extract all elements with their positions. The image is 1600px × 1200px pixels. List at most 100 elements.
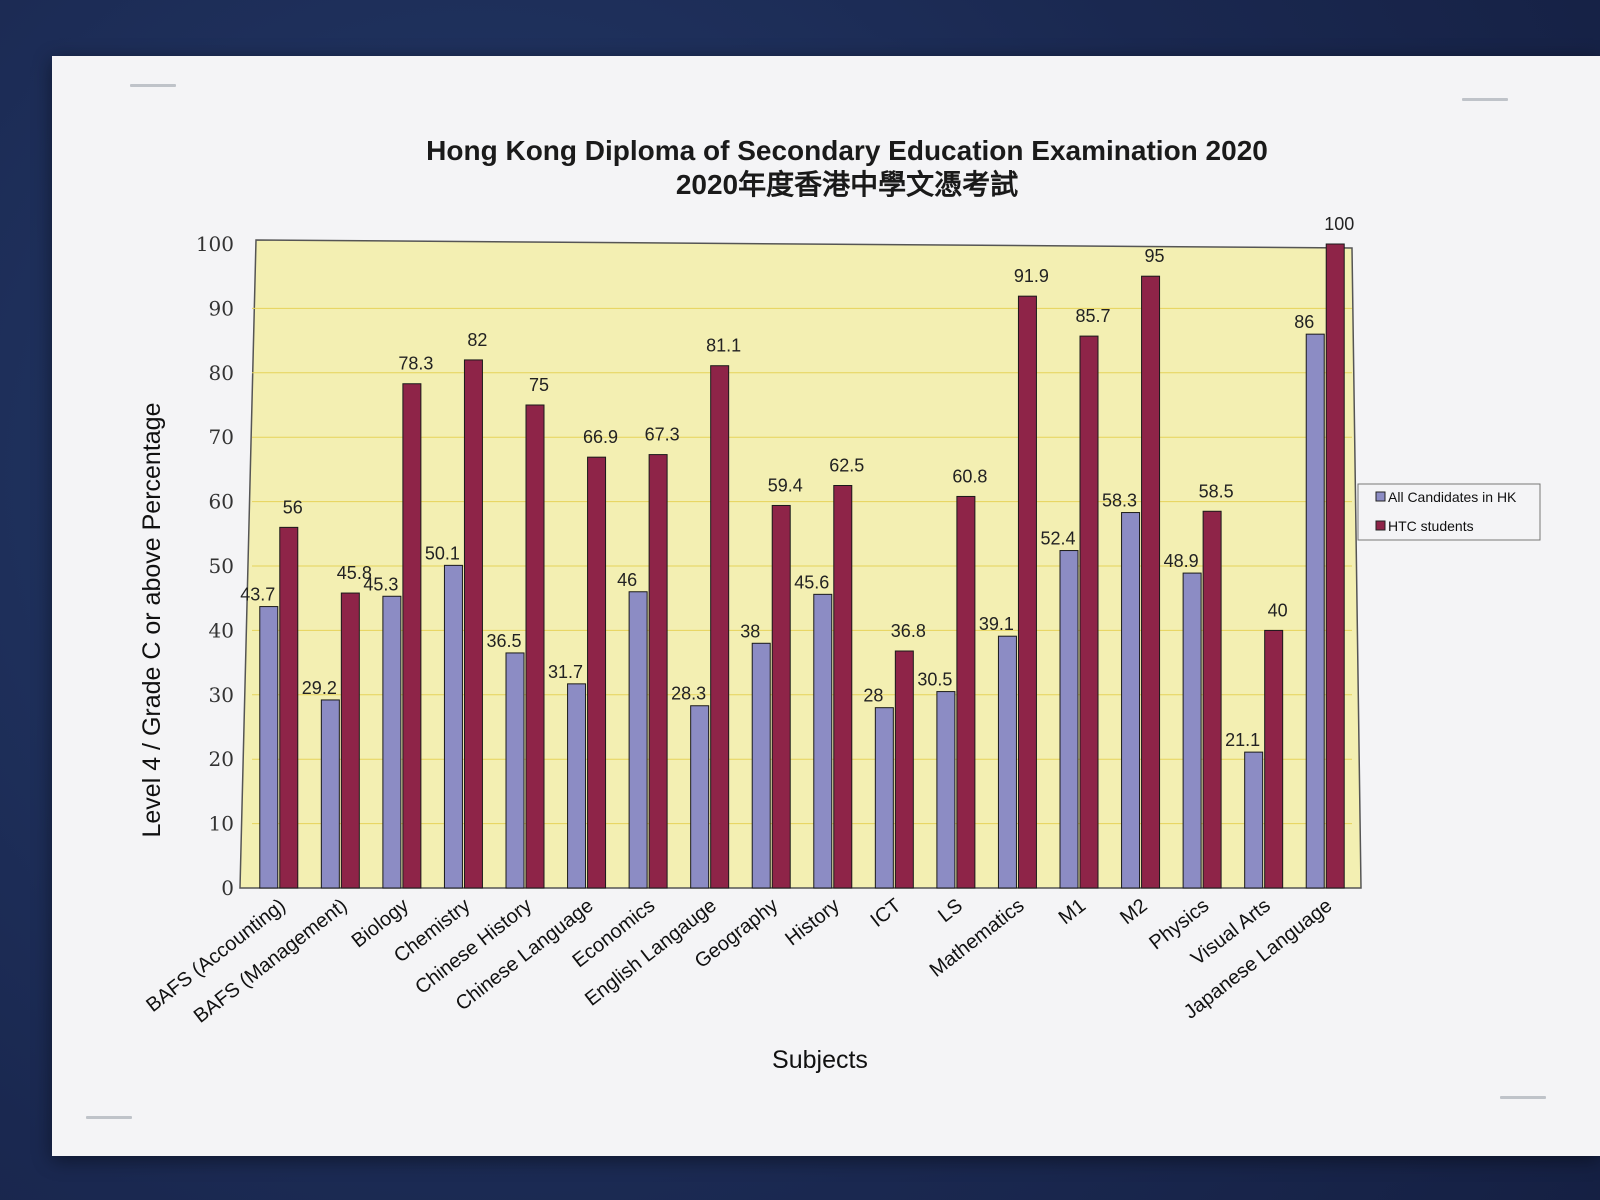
data-label-htc-students-biology: 78.3 [398, 354, 433, 374]
legend-swatch-all-candidates [1375, 491, 1386, 502]
y-tick-label: 40 [209, 618, 234, 642]
x-axis-categories: BAFS (Accounting)BAFS (Management)Biolog… [142, 895, 1336, 1028]
bar-htc-students-ict [894, 650, 914, 889]
bar-all-candidates-in-hk-geography [751, 642, 771, 889]
y-tick-label: 60 [209, 490, 234, 514]
data-label-all-candidates-in-hk-visual-arts: 21.1 [1225, 730, 1260, 750]
data-label-all-candidates-in-hk-japanese-language: 86 [1294, 312, 1314, 332]
y-tick-label: 90 [209, 296, 234, 320]
data-label-all-candidates-in-hk-mathematics: 39.1 [979, 614, 1014, 634]
bar-htc-students-geography [771, 504, 791, 889]
data-label-htc-students-english-langauge: 81.1 [706, 336, 741, 356]
x-category-label-history: History [781, 895, 844, 951]
bar-all-candidates-in-hk-m2 [1121, 512, 1141, 889]
bar-htc-students-bafs-accounting [279, 526, 299, 889]
bar-all-candidates-in-hk-m1 [1059, 550, 1079, 889]
data-label-htc-students-ict: 36.8 [891, 621, 926, 641]
data-label-all-candidates-in-hk-geography: 38 [740, 621, 760, 641]
data-label-all-candidates-in-hk-bafs-management: 29.2 [302, 678, 337, 698]
data-label-all-candidates-in-hk-m2: 58.3 [1102, 491, 1137, 511]
bar-htc-students-chinese-history [525, 404, 545, 889]
y-tick-label: 100 [196, 232, 234, 256]
x-category-label-ls: LS [934, 895, 967, 927]
bar-all-candidates-in-hk-ls [936, 691, 956, 889]
legend-label-all-candidates: All Candidates in HK [1388, 489, 1517, 505]
bar-htc-students-visual-arts [1264, 629, 1284, 889]
data-label-all-candidates-in-hk-biology: 45.3 [363, 574, 398, 594]
bar-all-candidates-in-hk-japanese-language [1305, 333, 1325, 889]
x-category-label-m2: M2 [1116, 895, 1151, 929]
bar-all-candidates-in-hk-english-langauge [690, 705, 710, 889]
bar-all-candidates-in-hk-ict [874, 707, 894, 889]
bar-htc-students-japanese-language [1325, 243, 1345, 889]
legend-label-htc-students: HTC students [1388, 518, 1474, 534]
data-label-all-candidates-in-hk-economics: 46 [617, 570, 637, 590]
data-label-all-candidates-in-hk-physics: 48.9 [1164, 551, 1199, 571]
bar-htc-students-biology [402, 383, 422, 889]
bar-htc-students-chinese-language [587, 456, 607, 889]
data-label-all-candidates-in-hk-chinese-language: 31.7 [548, 662, 583, 682]
data-label-all-candidates-in-hk-m1: 52.4 [1040, 529, 1075, 549]
data-label-htc-students-japanese-language: 100 [1324, 214, 1354, 234]
bar-htc-students-m2 [1141, 275, 1161, 889]
data-label-htc-students-history: 62.5 [829, 456, 864, 476]
data-label-htc-students-bafs-accounting: 56 [283, 497, 303, 517]
y-tick-label: 0 [221, 876, 234, 900]
data-label-htc-students-chinese-history: 75 [529, 375, 549, 395]
bar-htc-students-chemistry [463, 359, 483, 889]
bar-all-candidates-in-hk-history [813, 593, 833, 889]
bar-all-candidates-in-hk-mathematics [997, 635, 1017, 889]
data-label-htc-students-m1: 85.7 [1075, 306, 1110, 326]
x-axis-title: Subjects [772, 1046, 868, 1074]
bar-htc-students-physics [1202, 510, 1222, 889]
staple-bottom-left [86, 1116, 132, 1119]
y-tick-label: 10 [209, 812, 234, 836]
data-label-all-candidates-in-hk-history: 45.6 [794, 572, 829, 592]
y-tick-label: 30 [209, 683, 234, 707]
bar-all-candidates-in-hk-chemistry [443, 564, 463, 889]
staple-bottom-right [1500, 1096, 1546, 1099]
staple-top-left [130, 84, 176, 87]
data-label-all-candidates-in-hk-chemistry: 50.1 [425, 543, 460, 563]
data-label-htc-students-ls: 60.8 [952, 466, 987, 486]
y-tick-label: 70 [209, 425, 234, 449]
data-label-all-candidates-in-hk-bafs-accounting: 43.7 [240, 585, 275, 605]
data-labels: 43.7 56 29.2 45.845.3 78.3 50.1 82 36.5 75 31.7 66… [240, 214, 1354, 750]
chart-subtitle: 2020年度香港中學文憑考試 [676, 168, 1018, 200]
bar-htc-students-ls [956, 495, 976, 889]
legend: All Candidates in HK HTC students [1357, 483, 1541, 541]
data-label-htc-students-chemistry: 82 [467, 330, 487, 350]
y-axis-title: Level 4 / Grade C or above Percentage [138, 403, 166, 838]
bar-all-candidates-in-hk-physics [1182, 572, 1202, 889]
data-label-all-candidates-in-hk-ls: 30.5 [917, 670, 952, 690]
data-label-htc-students-mathematics: 91.9 [1014, 266, 1049, 286]
data-label-all-candidates-in-hk-ict: 28 [863, 686, 883, 706]
bar-htc-students-mathematics [1017, 295, 1037, 889]
bar-all-candidates-in-hk-economics [628, 591, 648, 889]
y-tick-label: 80 [209, 361, 234, 385]
data-label-htc-students-economics: 67.3 [645, 425, 680, 445]
bar-all-candidates-in-hk-chinese-language [567, 683, 587, 889]
y-tick-label: 50 [209, 554, 234, 578]
staple-top-right [1462, 98, 1508, 101]
bar-all-candidates-in-hk-bafs-management [320, 699, 340, 889]
data-label-all-candidates-in-hk-english-langauge: 28.3 [671, 684, 706, 704]
data-label-htc-students-bafs-management: 45.8 [337, 563, 372, 583]
x-category-label-m1: M1 [1055, 895, 1090, 929]
bar-all-candidates-in-hk-bafs-accounting [259, 606, 279, 889]
data-label-htc-students-chinese-language: 66.9 [583, 427, 618, 447]
bar-all-candidates-in-hk-biology [382, 595, 402, 889]
data-label-htc-students-visual-arts: 40 [1268, 600, 1288, 620]
bar-htc-students-economics [648, 454, 668, 889]
bar-all-candidates-in-hk-chinese-history [505, 652, 525, 889]
legend-box [1357, 483, 1541, 541]
chart-title: Hong Kong Diploma of Secondary Education… [426, 135, 1268, 166]
data-label-all-candidates-in-hk-chinese-history: 36.5 [486, 631, 521, 651]
data-label-htc-students-geography: 59.4 [768, 475, 803, 495]
bar-htc-students-bafs-management [340, 592, 360, 889]
x-category-label-ict: ICT [866, 895, 905, 932]
bar-all-candidates-in-hk-visual-arts [1244, 751, 1264, 889]
y-axis-ticks: 0 10 20 30 40 50 60 70 80 90 100 [196, 232, 234, 900]
bars [259, 243, 1345, 889]
